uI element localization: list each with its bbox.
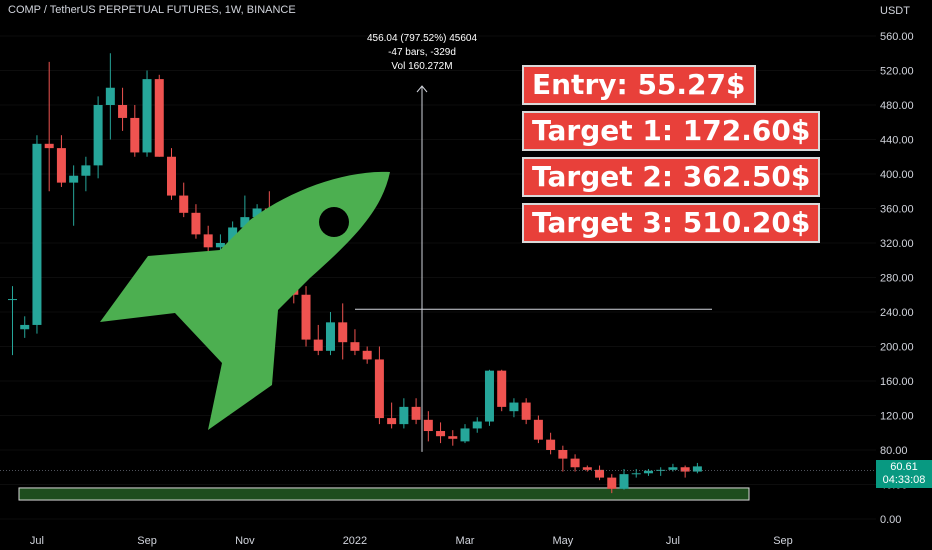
support-zone xyxy=(18,487,750,501)
candle-body xyxy=(631,473,641,475)
candle-body xyxy=(338,322,348,343)
candle-body xyxy=(179,195,189,213)
y-tick-label: 480.00 xyxy=(880,100,914,112)
candle-body xyxy=(325,322,335,351)
measure-label-line3: Vol 160.272M xyxy=(391,61,452,72)
candle-body xyxy=(582,467,592,470)
candle-body xyxy=(93,105,103,166)
candle-body xyxy=(595,469,605,478)
candle-body xyxy=(399,406,409,425)
chart-grid xyxy=(0,35,876,520)
candle-body xyxy=(558,450,568,459)
candle-body xyxy=(142,79,152,153)
candle-body xyxy=(81,165,91,176)
x-tick-label: May xyxy=(552,535,573,547)
candle-body xyxy=(668,467,678,470)
candle-body xyxy=(643,470,653,474)
candle-body xyxy=(105,87,115,105)
target-3-label: Target 3: 510.20$ xyxy=(522,203,821,243)
candle-body xyxy=(619,474,629,489)
candle-body xyxy=(228,227,238,243)
y-axis[interactable]: 0.0040.0080.00120.00160.00200.00240.0028… xyxy=(880,31,914,526)
candle-body xyxy=(313,339,323,351)
x-axis[interactable]: Jul Sep Nov 2022 Mar May Jul Sep xyxy=(30,535,793,547)
candle-body xyxy=(350,342,360,351)
y-tick-label: 80.00 xyxy=(880,445,908,457)
candle-body xyxy=(44,143,54,149)
y-tick-label: 320.00 xyxy=(880,238,914,250)
y-tick-label: 400.00 xyxy=(880,169,914,181)
y-tick-label: 360.00 xyxy=(880,204,914,216)
measure-label-line1: 456.04 (797.52%) 45604 xyxy=(367,33,478,44)
candle-body xyxy=(387,418,397,425)
y-axis-unit-label: USDT xyxy=(880,5,910,17)
chart-title: COMP / TetherUS PERPETUAL FUTURES, 1W, B… xyxy=(8,4,296,16)
candle-body xyxy=(423,419,433,432)
candle-body xyxy=(484,370,494,422)
y-tick-label: 280.00 xyxy=(880,273,914,285)
target-1-label: Target 1: 172.60$ xyxy=(522,111,821,151)
y-tick-label: 120.00 xyxy=(880,411,914,423)
y-tick-label: 520.00 xyxy=(880,66,914,78)
candle-body xyxy=(154,79,164,157)
x-tick-label: Nov xyxy=(235,535,255,547)
candle-body xyxy=(191,212,201,235)
candle-body xyxy=(240,217,250,228)
candle-body xyxy=(301,294,311,340)
rocket-icon xyxy=(100,171,390,430)
candle-body xyxy=(680,467,690,472)
target-2-label: Target 2: 362.50$ xyxy=(522,157,821,197)
candle-body xyxy=(166,156,176,196)
candle-body xyxy=(472,421,482,429)
candle-body xyxy=(546,439,556,450)
candle-body xyxy=(362,350,372,360)
candle-body xyxy=(252,208,262,218)
candle-body xyxy=(607,477,617,489)
candle-body xyxy=(130,117,140,153)
x-tick-label: 2022 xyxy=(343,535,367,547)
x-tick-label: Sep xyxy=(137,535,157,547)
candle-body xyxy=(497,370,507,407)
y-tick-label: 160.00 xyxy=(880,376,914,388)
x-tick-label: Jul xyxy=(666,535,680,547)
entry-label: Entry: 55.27$ xyxy=(522,65,756,105)
candle-body xyxy=(436,431,446,437)
candle-body xyxy=(460,428,470,442)
bar-countdown: 04:33:08 xyxy=(882,474,926,486)
candle-body xyxy=(533,419,543,440)
candle-body xyxy=(203,234,213,248)
candle-body xyxy=(118,105,128,118)
candle-body xyxy=(8,299,17,301)
x-tick-label: Mar xyxy=(456,535,475,547)
candle-body xyxy=(509,402,519,412)
current-price: 60.61 xyxy=(890,461,918,473)
candle-body xyxy=(521,402,531,420)
candle-body xyxy=(69,175,79,183)
y-tick-label: 560.00 xyxy=(880,31,914,43)
candle-body xyxy=(215,243,225,248)
y-tick-label: 0.00 xyxy=(880,514,901,526)
measure-arrow-head xyxy=(416,85,428,93)
candle-body xyxy=(56,148,66,183)
measure-label-line2: -47 bars, -329d xyxy=(388,47,456,58)
candle-body xyxy=(32,143,42,325)
candle-body xyxy=(570,458,580,468)
y-tick-label: 200.00 xyxy=(880,342,914,354)
candle-body xyxy=(692,466,702,472)
x-tick-label: Sep xyxy=(773,535,793,547)
y-tick-label: 440.00 xyxy=(880,135,914,147)
current-price-tag: 60.61 04:33:08 xyxy=(876,460,932,488)
candle-body xyxy=(448,436,458,439)
y-tick-label: 240.00 xyxy=(880,307,914,319)
candle-body xyxy=(411,406,421,420)
candle-body xyxy=(374,359,384,419)
x-tick-label: Jul xyxy=(30,535,44,547)
candle-body xyxy=(20,324,30,330)
